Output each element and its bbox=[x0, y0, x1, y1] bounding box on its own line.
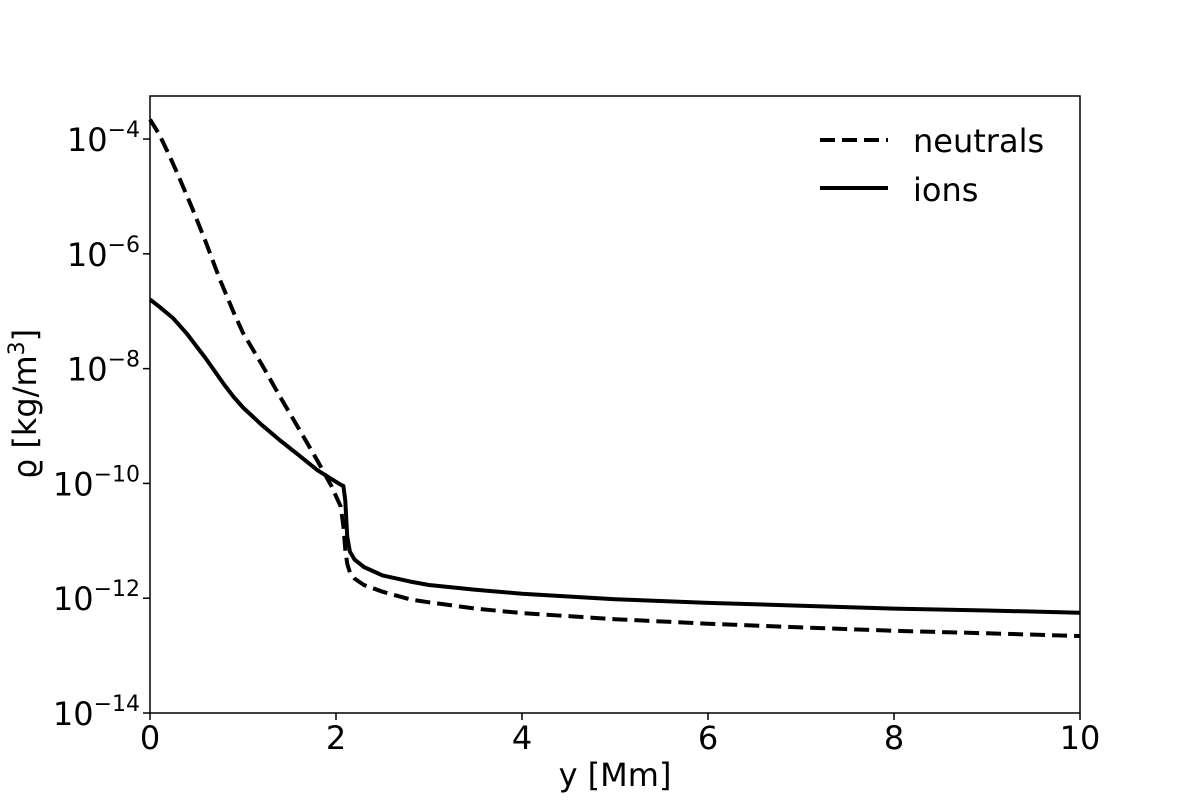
y-axis-label-close: ] bbox=[6, 329, 44, 341]
x-tick-label: 0 bbox=[140, 719, 160, 757]
x-tick-label: 8 bbox=[884, 719, 904, 757]
x-tick-label: 4 bbox=[512, 719, 532, 757]
y-axis-label-superscript: 3 bbox=[5, 341, 30, 355]
x-tick-label: 6 bbox=[698, 719, 718, 757]
y-tick-label: 10−8 bbox=[67, 348, 140, 389]
y-tick-label: 10−4 bbox=[67, 118, 140, 159]
x-tick-label: 10 bbox=[1060, 719, 1101, 757]
y-tick-label: 10−14 bbox=[53, 692, 140, 733]
y-axis-ticks: 10−14 10−12 10−10 10−8 10−6 10−4 bbox=[53, 118, 150, 733]
legend-neutrals-label: neutrals bbox=[913, 122, 1044, 160]
x-tick-label: 2 bbox=[326, 719, 346, 757]
x-axis-ticks: 0 2 4 6 8 10 bbox=[140, 713, 1101, 757]
y-axis-label: ϱ [kg/m3] bbox=[5, 329, 44, 479]
series-line-ions bbox=[148, 297, 1081, 615]
series-line-neutrals bbox=[148, 118, 1081, 638]
y-tick-label: 10−10 bbox=[53, 462, 140, 503]
x-axis-label: y [Mm] bbox=[559, 756, 672, 794]
legend-ions-label: ions bbox=[913, 171, 978, 209]
y-tick-label: 10−6 bbox=[67, 233, 140, 274]
legend: neutrals ions bbox=[820, 122, 1044, 209]
y-tick-label: 10−12 bbox=[53, 577, 140, 618]
series-lines bbox=[148, 118, 1081, 638]
